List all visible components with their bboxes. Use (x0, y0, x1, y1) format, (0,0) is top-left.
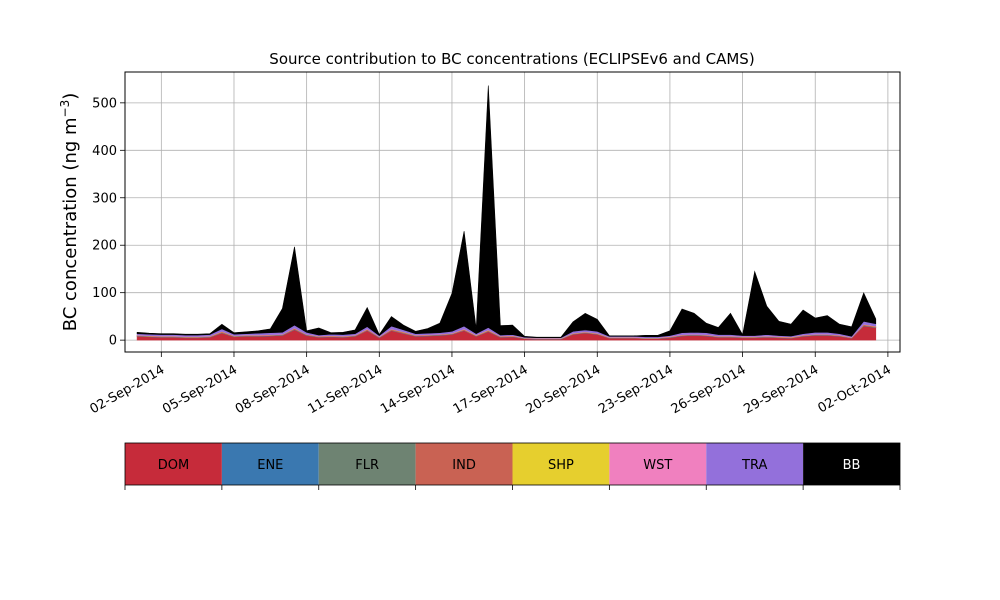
y-axis-label-close: ) (60, 93, 81, 100)
legend-swatch-tra (706, 443, 804, 485)
legend-swatch-shp (512, 443, 610, 485)
x-tick-label: 20-Sep-2014 (523, 362, 603, 417)
y-tick-label: 500 (92, 96, 117, 111)
legend-swatch-wst (609, 443, 707, 485)
x-axis: 02-Sep-201405-Sep-201408-Sep-201411-Sep-… (88, 352, 894, 417)
legend-label-ind: IND (452, 458, 476, 473)
legend-swatch-dom (125, 443, 222, 485)
grid (125, 72, 900, 352)
x-tick-label: 02-Sep-2014 (88, 362, 168, 417)
legend-swatch-ene (221, 443, 319, 485)
x-tick-label: 05-Sep-2014 (160, 362, 240, 417)
x-tick-label: 29-Sep-2014 (741, 362, 821, 417)
legend-swatch-ind (415, 443, 513, 485)
y-axis-label-text: BC concentration (ng m (60, 117, 81, 331)
legend-label-flr: FLR (355, 458, 379, 473)
x-tick-label: 02-Oct-2014 (815, 362, 893, 416)
legend-label-ene: ENE (257, 458, 283, 473)
legend-label-shp: SHP (548, 458, 574, 473)
legend-label-dom: DOM (158, 458, 189, 473)
plot-frame (124, 71, 901, 353)
y-tick-label: 0 (109, 334, 117, 349)
y-axis-label: BC concentration (ng m−3) (58, 93, 81, 332)
y-tick-label: 300 (92, 191, 117, 206)
legend-label-tra: TRA (741, 458, 767, 473)
legend-label-bb: BB (843, 458, 861, 473)
y-tick-label: 200 (92, 239, 117, 254)
y-axis: 0 100 200 300 400 500 (92, 96, 125, 349)
x-tick-label: 26-Sep-2014 (669, 362, 749, 417)
x-tick-label: 11-Sep-2014 (305, 362, 385, 417)
x-tick-label: 23-Sep-2014 (596, 362, 676, 417)
legend: DOM ENE FLR IND SHP WST TRA BB (124, 442, 901, 490)
series-area-bb (136, 85, 877, 338)
x-tick-label: 08-Sep-2014 (233, 362, 313, 417)
y-tick-label: 100 (92, 286, 117, 301)
legend-label-wst: WST (643, 458, 672, 473)
y-tick-label: 400 (92, 144, 117, 159)
legend-swatch-flr (318, 443, 416, 485)
x-tick-label: 17-Sep-2014 (451, 362, 531, 417)
y-axis-label-exponent: −3 (58, 100, 72, 118)
legend-swatch-bb (803, 443, 900, 485)
chart-title: Source contribution to BC concentrations… (269, 50, 754, 68)
stacked-areas (136, 85, 877, 341)
x-tick-label: 14-Sep-2014 (378, 362, 458, 417)
